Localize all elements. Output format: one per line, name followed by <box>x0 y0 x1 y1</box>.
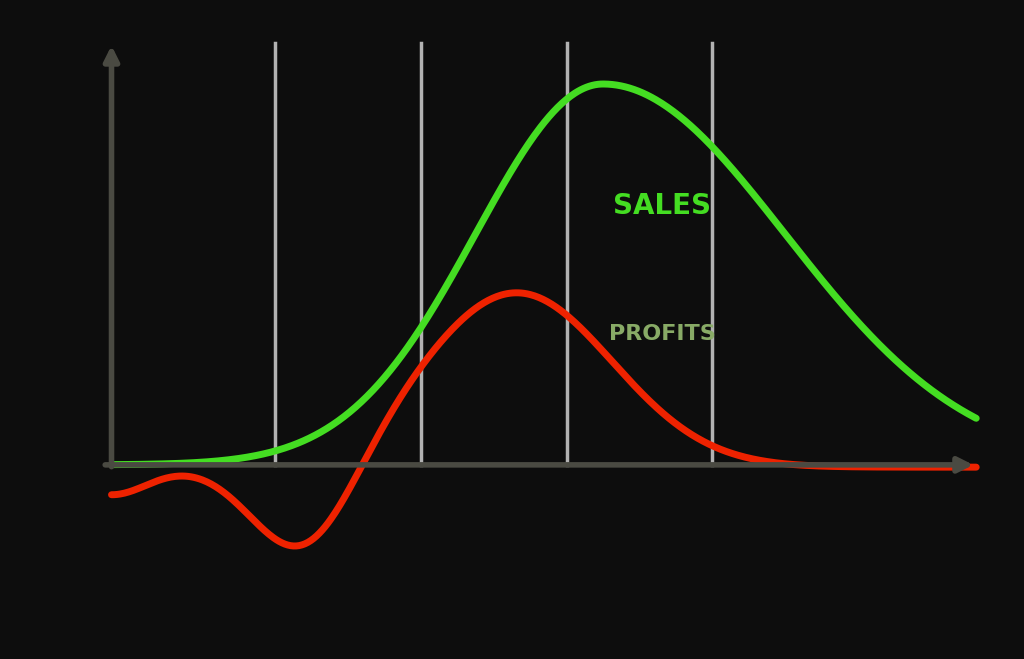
Text: SALES: SALES <box>613 192 712 219</box>
Text: PROFITS: PROFITS <box>609 324 716 344</box>
